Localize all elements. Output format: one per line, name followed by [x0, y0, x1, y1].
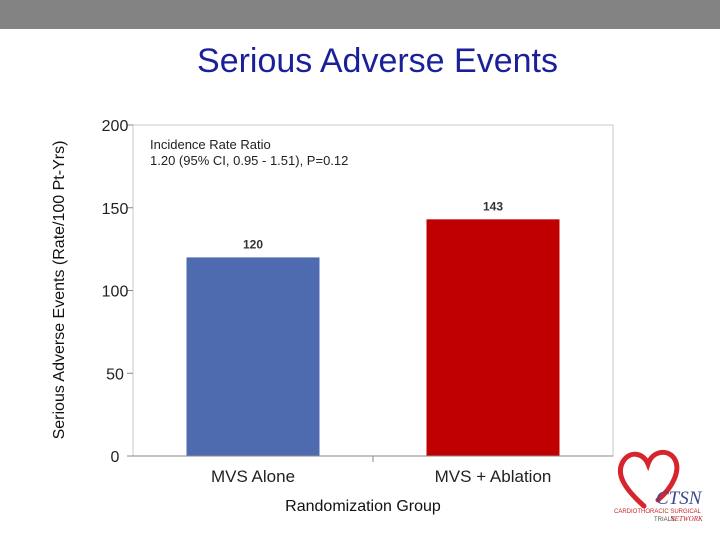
x-tick-label: MVS + Ablation: [435, 467, 552, 486]
y-tick-label: 150: [102, 201, 129, 218]
annotation-line-2: 1.20 (95% CI, 0.95 - 1.51), P=0.12: [150, 153, 349, 168]
logo-line-3: NETWORK: [669, 515, 703, 523]
y-tick-label: 0: [111, 449, 120, 466]
x-axis-label: Randomization Group: [285, 498, 441, 515]
x-tick-label: MVS Alone: [211, 467, 295, 486]
y-tick-label: 100: [102, 284, 129, 301]
logo-line-2: TRIALS: [654, 517, 675, 523]
slide-title: Serious Adverse Events: [197, 42, 558, 80]
logo-name: CTSN: [656, 488, 703, 509]
top-bar: [0, 0, 720, 29]
bar-value-label: 143: [483, 199, 503, 213]
logo-line-1: CARDIOTHORACIC SURGICAL: [614, 509, 702, 515]
heart-icon: [617, 449, 680, 509]
bars: 120 143: [186, 199, 560, 456]
bar: [186, 257, 320, 456]
incidence-annotation: Incidence Rate Ratio 1.20 (95% CI, 0.95 …: [150, 137, 348, 169]
x-axis: MVS Alone MVS + Ablation: [133, 455, 613, 486]
annotation-line-1: Incidence Rate Ratio: [150, 137, 271, 152]
y-axis: 0 50 100 150 200: [102, 118, 133, 466]
y-tick-label: 200: [102, 118, 129, 135]
bar: [426, 219, 560, 456]
y-tick-label: 50: [106, 366, 124, 383]
ctsn-logo: CTSN CARDIOTHORACIC SURGICAL TRIALS NETW…: [614, 449, 703, 523]
bar-value-label: 120: [243, 237, 263, 251]
